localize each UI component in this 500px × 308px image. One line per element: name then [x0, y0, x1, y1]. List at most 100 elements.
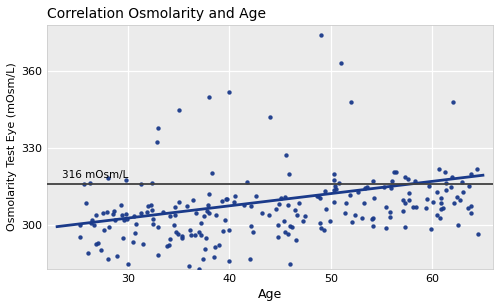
Point — [222, 197, 230, 201]
Point — [172, 230, 179, 235]
Point — [458, 180, 466, 184]
Point — [436, 215, 444, 220]
Point — [200, 257, 207, 262]
Point — [142, 210, 150, 215]
Point — [427, 226, 435, 231]
Point — [164, 244, 172, 249]
Point — [122, 211, 130, 216]
Point — [148, 180, 156, 185]
Point — [208, 171, 216, 176]
Point — [298, 219, 306, 224]
Point — [196, 230, 203, 235]
Point — [248, 229, 256, 234]
Point — [382, 225, 390, 230]
Point — [210, 254, 218, 259]
Point — [204, 203, 212, 208]
Point — [313, 194, 321, 199]
Point — [330, 200, 338, 205]
Point — [386, 186, 394, 191]
Point — [317, 226, 325, 231]
Point — [473, 167, 481, 172]
Point — [123, 217, 131, 222]
Point — [442, 169, 450, 174]
Point — [206, 211, 214, 216]
Point — [122, 178, 130, 183]
Point — [154, 125, 162, 130]
Point — [86, 181, 94, 186]
Point — [351, 212, 359, 217]
Point — [392, 170, 400, 175]
Point — [226, 259, 234, 264]
Point — [76, 223, 84, 228]
Point — [464, 206, 471, 211]
Point — [185, 264, 193, 269]
Point — [316, 195, 324, 200]
Point — [218, 198, 226, 203]
Text: Correlation Osmolarity and Age: Correlation Osmolarity and Age — [47, 7, 266, 21]
Point — [166, 214, 174, 219]
Point — [272, 207, 280, 212]
Point — [231, 193, 239, 198]
Point — [422, 205, 430, 210]
Point — [369, 224, 377, 229]
Point — [274, 235, 282, 240]
Point — [301, 214, 309, 219]
Point — [266, 115, 274, 120]
Point — [360, 201, 368, 206]
Point — [368, 179, 376, 184]
Point — [176, 200, 184, 205]
Point — [398, 197, 406, 202]
Point — [386, 215, 394, 220]
Y-axis label: Osmolarity Test Eye (mOsm/L): Osmolarity Test Eye (mOsm/L) — [7, 63, 17, 231]
Point — [347, 99, 355, 104]
Point — [247, 203, 255, 208]
Point — [362, 184, 370, 189]
Point — [436, 166, 444, 171]
Point — [370, 195, 378, 200]
Point — [170, 205, 178, 210]
Point — [204, 208, 212, 213]
Point — [160, 210, 168, 215]
Point — [265, 212, 273, 217]
Point — [433, 213, 441, 217]
Point — [320, 228, 328, 233]
Point — [219, 229, 227, 233]
Point — [110, 212, 118, 217]
Point — [429, 200, 437, 205]
Point — [97, 248, 105, 253]
Point — [130, 214, 138, 219]
Point — [200, 214, 208, 219]
Point — [286, 261, 294, 266]
Point — [175, 107, 183, 112]
Point — [390, 169, 398, 174]
Point — [437, 206, 445, 211]
Point — [212, 213, 220, 217]
Point — [442, 180, 450, 185]
Point — [147, 203, 155, 208]
Point — [154, 252, 162, 257]
Point — [330, 188, 338, 193]
Point — [186, 228, 194, 233]
Point — [405, 190, 413, 195]
Point — [80, 182, 88, 187]
Point — [205, 94, 213, 99]
Point — [322, 207, 330, 212]
Point — [388, 178, 396, 183]
Point — [211, 244, 219, 249]
Point — [286, 172, 294, 177]
Point — [354, 190, 362, 195]
Point — [284, 232, 292, 237]
Point — [314, 193, 322, 198]
Point — [280, 219, 287, 224]
Point — [110, 209, 118, 213]
Point — [188, 232, 196, 237]
Point — [132, 221, 140, 226]
Point — [292, 237, 300, 242]
Point — [424, 184, 432, 188]
Point — [154, 224, 162, 229]
Point — [82, 201, 90, 206]
Point — [117, 203, 125, 208]
Point — [104, 256, 112, 261]
Point — [433, 190, 441, 195]
Point — [411, 178, 419, 183]
